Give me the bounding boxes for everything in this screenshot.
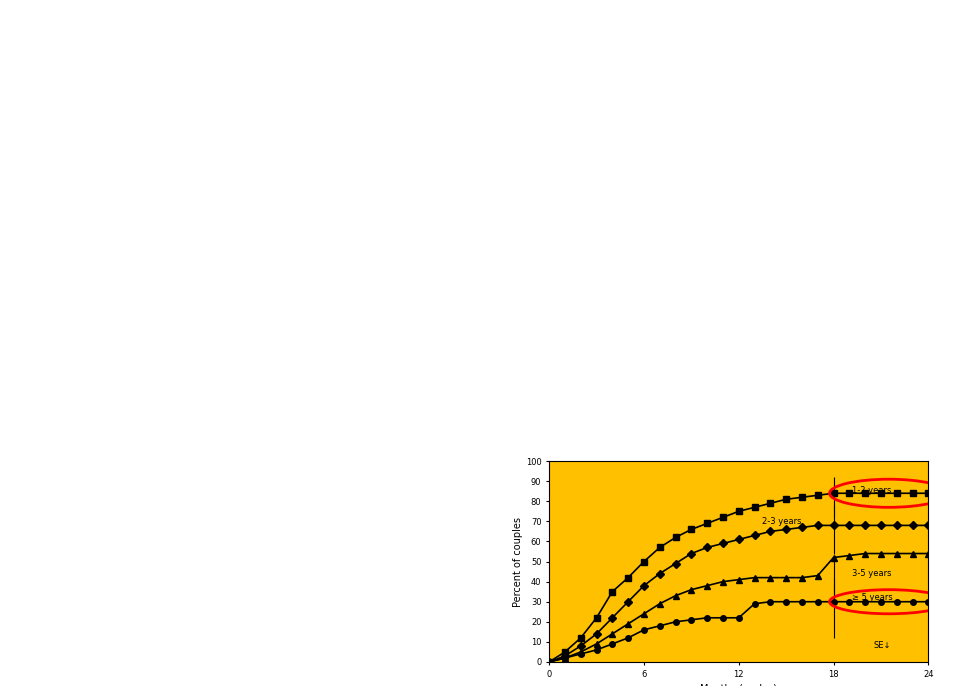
Text: implantasjonsproblemer: implantasjonsproblemer [540,222,700,235]
Text: Endometriose: Endometriose [61,585,158,600]
Text: •: • [511,156,518,169]
Text: Uforklarlig infertilitet: Uforklarlig infertilitet [90,48,395,72]
Text: (Normale kvinner ~ 30 år): (Normale kvinner ~ 30 år) [142,505,343,521]
X-axis label: Months (cycles): Months (cycles) [700,684,778,686]
Text: ≥ 5 years: ≥ 5 years [852,593,893,602]
Text: okkult infeksjon: okkult infeksjon [772,112,876,125]
Text: Unforklarlig infertilitet: Unforklarlig infertilitet [61,556,215,569]
Text: •: • [24,242,33,257]
Text: mulige årsaker: mulige årsaker [683,62,776,75]
Text: when investigated.: when investigated. [665,418,793,431]
Text: LUF=luteinized unruptured follicle: LUF=luteinized unruptured follicle [540,306,717,316]
Text: Subfertilitet: Subfertilitet [185,425,300,444]
Text: normal sædanalyse: normal sædanalyse [48,202,184,216]
Text: Abnormal
follikkelutvikling: Abnormal follikkelutvikling [540,112,646,140]
Text: •: • [743,192,752,206]
Text: 1-2 years: 1-2 years [852,486,892,495]
Text: •: • [743,139,752,153]
Text: •: • [743,112,752,126]
Text: Abnormal ovulasjon
(LUF incidence 11%): Abnormal ovulasjon (LUF incidence 11%) [540,156,675,183]
Text: psykologiske faktorer: psykologiske faktorer [772,192,914,205]
Text: •: • [511,306,517,316]
Text: minimum 1 års infertilitet: minimum 1 års infertilitet [48,169,226,183]
Text: 20 - 25 %: 20 - 25 % [309,615,375,630]
Text: •: • [511,196,518,210]
Text: •: • [24,279,33,294]
Text: •: • [511,112,518,126]
Text: Normal fertilitet: Normal fertilitet [61,615,173,630]
Text: Fertiliseringsfeil: Fertiliseringsfeil [540,196,644,209]
Text: SE↓: SE↓ [873,641,891,650]
Text: •: • [511,222,518,237]
Text: ASRM I - II: ASRM I - II [228,585,277,595]
Y-axis label: Percent of couples: Percent of couples [513,517,523,606]
Text: cervix faktorer: cervix faktorer [772,165,869,178]
Text: Hull et al. 1985: Hull et al. 1985 [691,448,767,458]
Text: (mannlig faktor): (mannlig faktor) [772,219,879,232]
Text: •: • [743,165,752,180]
Text: 2 - 11 %: 2 - 11 % [309,585,367,600]
Text: Graviditetsrate/mnd:: Graviditetsrate/mnd: [79,465,406,493]
Text: regelmessig menstruasjon med positive ovulasjonskriterier: regelmessig menstruasjon med positive ov… [48,242,459,257]
Text: •: • [24,169,33,184]
Text: •: • [743,219,752,233]
Text: Definisjon: Definisjon [211,21,274,34]
Text: 15% = 450 par/år i Norge: 15% = 450 par/år i Norge [166,88,319,102]
Text: Cumulative conception rate in unexplained infertility: Cumulative conception rate in unexplaine… [573,358,885,371]
Text: 3 - 10 %: 3 - 10 % [309,556,367,569]
Text: Uforklarlig infertilitet: Uforklarlig infertilitet [577,21,881,45]
Text: •: • [24,202,33,217]
Text: 3-5 years: 3-5 years [852,569,892,578]
Text: normal laparoskopi: normal laparoskopi [48,279,181,294]
Text: immunologiske faktorer: immunologiske faktorer [540,249,697,262]
Text: •: • [24,135,33,150]
Text: •: • [511,249,518,263]
Text: without treatment related to duration of infertility: without treatment related to duration of… [582,388,876,401]
Text: okkult endometriose: okkult endometriose [772,139,908,152]
Text: 2-3 years: 2-3 years [762,517,802,526]
Text: Friskt par: Friskt par [48,135,113,150]
